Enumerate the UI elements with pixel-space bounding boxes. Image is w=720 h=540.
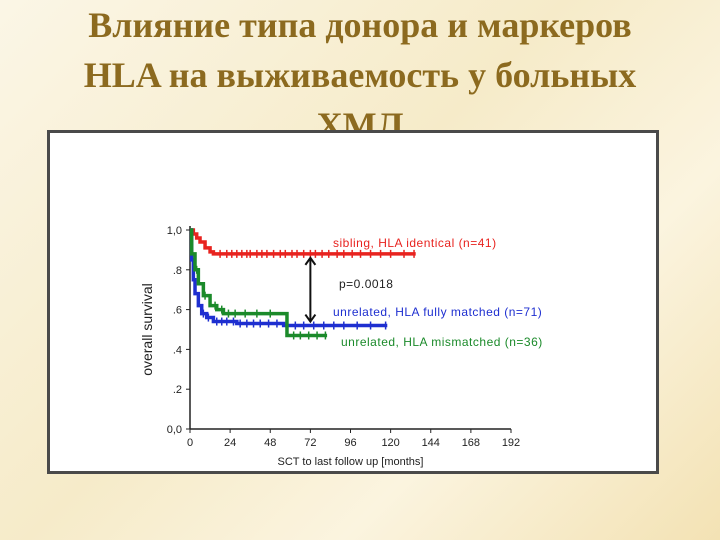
survival-curve-1 (190, 228, 416, 256)
x-tick-label: 192 (502, 437, 520, 449)
x-axis-label: SCT to last follow up [months] (278, 456, 424, 468)
x-tick-label: 0 (187, 437, 193, 449)
slide-title-line-2: HLA на выживаемость у больных (83, 55, 637, 95)
slide-title: Влияние типа донора и маркеров HLA на вы… (20, 0, 700, 150)
x-tick-label: 72 (304, 437, 316, 449)
y-tick-label: .2 (173, 384, 182, 396)
survival-chart: 0 24 48 72 96 120 144 168 192 0,0 .2 .4 .6 .8 1,0 SCT t… (139, 225, 543, 468)
x-tick-label: 120 (381, 437, 399, 449)
survival-curve-3 (189, 228, 328, 338)
chart-axes: 0 24 48 72 96 120 144 168 192 0,0 .2 .4 .6 .8 1,0 SCT t… (139, 225, 520, 468)
annotation-2: p=0.0018 (339, 277, 393, 291)
annotation-4: unrelated, HLA mismatched (n=36) (341, 335, 543, 349)
y-tick-label: .8 (173, 265, 182, 277)
x-tick-label: 24 (224, 437, 236, 449)
arrow-head-up (304, 256, 317, 266)
annotation-1: sibling, HLA identical (n=41) (333, 236, 497, 250)
y-tick-label: 0,0 (167, 424, 182, 436)
annotation-3: unrelated, HLA fully matched (n=71) (333, 305, 542, 319)
y-tick-label: 1,0 (167, 225, 182, 237)
x-tick-label: 168 (462, 437, 480, 449)
x-tick-label: 96 (344, 437, 356, 449)
chart-panel: 0 24 48 72 96 120 144 168 192 0,0 .2 .4 .6 .8 1,0 SCT t… (47, 130, 659, 474)
x-tick-label: 48 (264, 437, 276, 449)
y-axis-label: overall survival (139, 283, 155, 376)
y-tick-label: .4 (173, 344, 182, 356)
y-tick-label: .6 (173, 305, 182, 317)
arrow-head-down (304, 313, 317, 324)
slide-title-line-1: Влияние типа донора и маркеров (88, 5, 632, 45)
chart-series (189, 228, 416, 340)
x-tick-label: 144 (422, 437, 440, 449)
chart-labels: sibling, HLA identical (n=41) p=0.0018 unr… (304, 236, 543, 349)
